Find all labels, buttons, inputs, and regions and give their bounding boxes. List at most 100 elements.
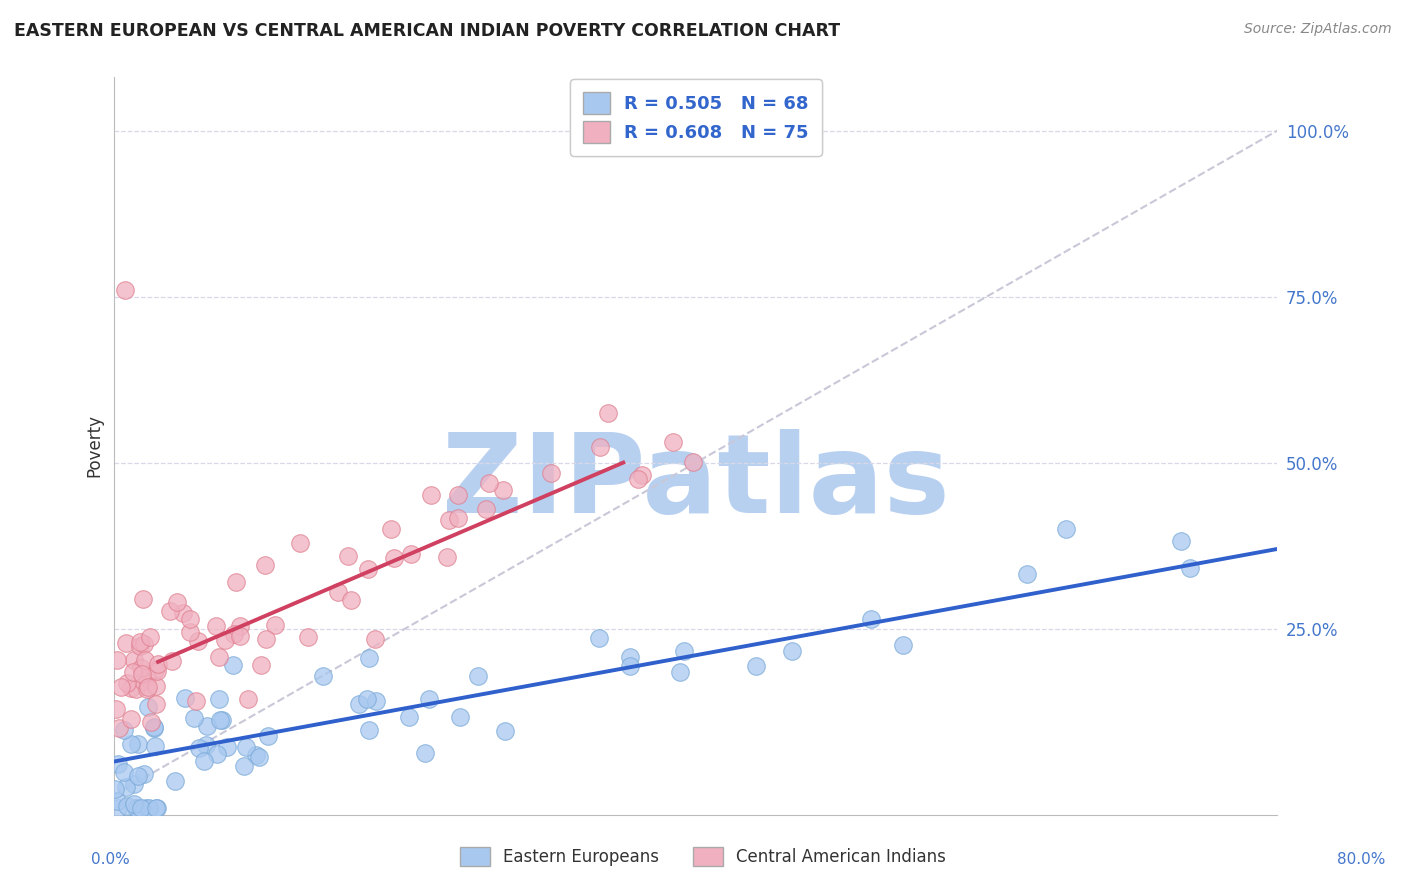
Point bbox=[256, 729, 278, 743]
Legend: Eastern Europeans, Central American Indians: Eastern Europeans, Central American Indi… bbox=[451, 838, 955, 875]
Point bbox=[208, 692, 231, 706]
Point bbox=[188, 740, 211, 755]
Point bbox=[447, 511, 470, 525]
Point bbox=[436, 549, 458, 564]
Point bbox=[115, 636, 138, 650]
Point bbox=[449, 710, 471, 724]
Point bbox=[446, 488, 468, 502]
Point bbox=[187, 633, 209, 648]
Point bbox=[478, 475, 501, 490]
Point bbox=[631, 467, 654, 482]
Point bbox=[146, 801, 169, 815]
Point bbox=[143, 721, 166, 735]
Point bbox=[357, 651, 380, 665]
Point bbox=[134, 653, 156, 667]
Point bbox=[132, 637, 155, 651]
Point bbox=[184, 694, 207, 708]
Point bbox=[122, 665, 145, 679]
Point bbox=[131, 666, 153, 681]
Text: 0.0%: 0.0% bbox=[91, 852, 131, 867]
Point bbox=[146, 657, 169, 671]
Point bbox=[744, 658, 766, 673]
Point bbox=[107, 801, 129, 815]
Point bbox=[194, 738, 217, 752]
Point bbox=[129, 635, 152, 649]
Point bbox=[160, 654, 183, 668]
Y-axis label: Poverty: Poverty bbox=[86, 415, 103, 477]
Point bbox=[891, 639, 914, 653]
Point bbox=[288, 536, 311, 550]
Point bbox=[467, 669, 489, 683]
Point bbox=[166, 595, 188, 609]
Point bbox=[357, 562, 380, 576]
Legend: R = 0.505   N = 68, R = 0.608   N = 75: R = 0.505 N = 68, R = 0.608 N = 75 bbox=[571, 79, 821, 155]
Point bbox=[114, 283, 136, 297]
Point bbox=[209, 713, 232, 727]
Point bbox=[418, 691, 440, 706]
Point bbox=[145, 801, 167, 815]
Point bbox=[114, 764, 136, 779]
Point bbox=[108, 721, 131, 735]
Point bbox=[193, 754, 215, 768]
Point bbox=[588, 631, 610, 645]
Point bbox=[136, 680, 159, 694]
Point bbox=[1056, 523, 1078, 537]
Point bbox=[336, 549, 359, 563]
Point bbox=[135, 682, 157, 697]
Point bbox=[211, 713, 233, 727]
Point bbox=[494, 724, 516, 739]
Point bbox=[132, 673, 155, 688]
Point bbox=[110, 680, 132, 694]
Point bbox=[589, 440, 612, 454]
Point bbox=[105, 794, 128, 808]
Text: EASTERN EUROPEAN VS CENTRAL AMERICAN INDIAN POVERTY CORRELATION CHART: EASTERN EUROPEAN VS CENTRAL AMERICAN IND… bbox=[14, 22, 841, 40]
Point bbox=[235, 740, 257, 755]
Point bbox=[225, 574, 247, 589]
Point bbox=[364, 694, 387, 708]
Point bbox=[120, 681, 142, 695]
Point bbox=[380, 523, 402, 537]
Point bbox=[179, 625, 201, 640]
Point bbox=[245, 748, 267, 763]
Point bbox=[125, 801, 148, 815]
Point bbox=[247, 750, 270, 764]
Point bbox=[420, 488, 443, 502]
Point bbox=[264, 618, 287, 632]
Point bbox=[540, 467, 562, 481]
Point bbox=[222, 657, 245, 672]
Point bbox=[132, 767, 155, 781]
Point bbox=[229, 619, 252, 633]
Point bbox=[132, 591, 155, 606]
Point bbox=[136, 672, 159, 686]
Point bbox=[125, 681, 148, 696]
Point bbox=[205, 618, 228, 632]
Point bbox=[207, 747, 229, 761]
Point bbox=[627, 472, 650, 486]
Point bbox=[120, 712, 142, 726]
Point bbox=[398, 710, 420, 724]
Point bbox=[112, 723, 135, 737]
Point bbox=[139, 630, 162, 644]
Point bbox=[122, 797, 145, 811]
Text: ZIPatlas: ZIPatlas bbox=[441, 429, 950, 536]
Point bbox=[105, 653, 128, 667]
Point bbox=[105, 702, 128, 716]
Point bbox=[340, 592, 363, 607]
Point bbox=[492, 483, 515, 497]
Point bbox=[115, 799, 138, 814]
Point bbox=[122, 653, 145, 667]
Point bbox=[129, 661, 152, 675]
Point bbox=[1017, 566, 1039, 581]
Point bbox=[364, 632, 387, 646]
Point bbox=[860, 612, 883, 626]
Point bbox=[165, 774, 187, 789]
Point bbox=[143, 721, 166, 735]
Point bbox=[127, 737, 149, 751]
Point bbox=[115, 780, 138, 794]
Text: Source: ZipAtlas.com: Source: ZipAtlas.com bbox=[1244, 22, 1392, 37]
Text: 80.0%: 80.0% bbox=[1337, 852, 1385, 867]
Point bbox=[122, 777, 145, 791]
Point bbox=[129, 639, 152, 653]
Point bbox=[437, 513, 460, 527]
Point bbox=[356, 692, 378, 706]
